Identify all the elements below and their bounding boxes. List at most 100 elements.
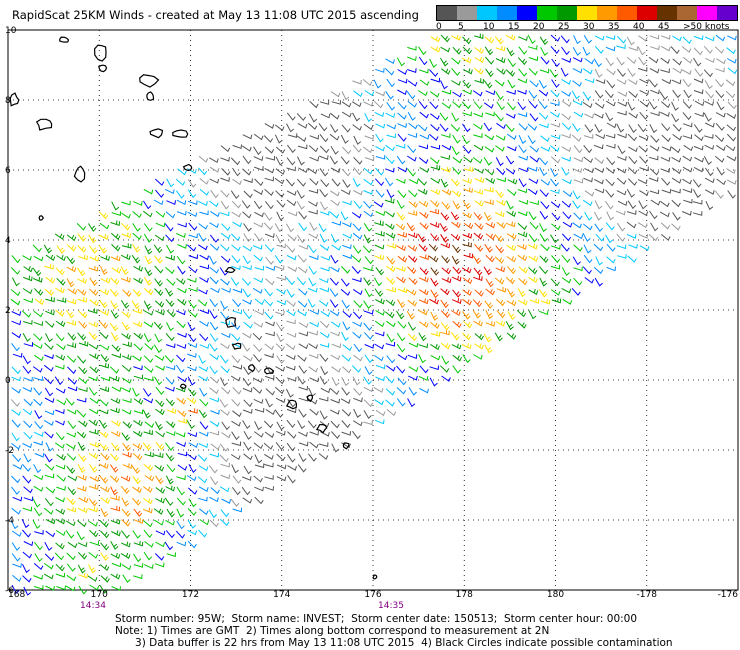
wind-barb	[286, 354, 296, 361]
wind-barb	[66, 497, 76, 506]
wind-barb	[199, 264, 210, 270]
wind-barb	[111, 562, 122, 568]
wind-barb	[78, 585, 87, 595]
wind-barb	[199, 210, 209, 216]
wind-barb	[298, 266, 308, 274]
wind-barb	[264, 176, 274, 182]
wind-barb	[661, 188, 672, 194]
wind-barb	[66, 409, 77, 415]
wind-barb	[627, 101, 636, 111]
wind-barb	[727, 67, 738, 75]
wind-barb	[496, 68, 506, 75]
wind-barb	[11, 409, 21, 416]
wind-barb	[485, 56, 495, 65]
wind-barb	[528, 234, 538, 243]
wind-barb	[34, 541, 43, 551]
wind-barb	[198, 289, 208, 295]
wind-barb	[505, 69, 516, 77]
wind-barb	[297, 420, 306, 430]
wind-barb	[650, 222, 659, 232]
wind-barb	[408, 122, 418, 130]
wind-barb	[122, 442, 131, 452]
wind-barb	[352, 177, 361, 188]
wind-barb	[177, 287, 187, 294]
wind-barb	[582, 46, 591, 56]
wind-barb	[165, 332, 175, 342]
legend-swatch	[437, 6, 457, 20]
wind-barb	[452, 101, 462, 109]
wind-barb	[440, 46, 450, 53]
wind-barb	[241, 200, 251, 209]
wind-barb	[363, 200, 373, 209]
wind-barb	[682, 210, 692, 216]
wind-barb	[692, 189, 702, 199]
legend-label: 15	[508, 22, 520, 32]
wind-barb	[199, 277, 209, 283]
island-outline	[172, 129, 189, 138]
wind-barb	[561, 200, 572, 208]
wind-barb	[517, 299, 528, 306]
wind-barb	[396, 57, 406, 67]
wind-barb	[363, 399, 374, 407]
wind-barb	[88, 234, 97, 244]
wind-barb	[209, 333, 219, 342]
wind-barb	[132, 355, 142, 362]
wind-barb	[77, 453, 87, 463]
wind-barb	[144, 267, 153, 277]
wind-barb	[331, 366, 341, 373]
wind-barb	[342, 344, 353, 352]
wind-barb	[100, 376, 111, 382]
wind-barb	[417, 90, 428, 97]
wind-barb	[308, 233, 319, 239]
wind-barb	[198, 155, 209, 163]
wind-barb	[319, 244, 330, 251]
wind-barb	[594, 68, 603, 78]
wind-barb	[133, 201, 143, 206]
note-line-1: Note: 1) Times are GMT 2) Times along bo…	[115, 625, 550, 637]
wind-barb	[275, 168, 286, 175]
wind-barb	[199, 387, 208, 397]
wind-barb	[661, 78, 672, 85]
wind-barb	[628, 167, 638, 175]
wind-barb	[682, 101, 693, 109]
wind-barb	[495, 320, 506, 327]
wind-barb	[231, 255, 241, 264]
wind-barb	[89, 353, 99, 360]
wind-barb	[242, 409, 253, 414]
wind-barb	[474, 33, 484, 39]
wind-barb	[472, 157, 483, 164]
wind-barb	[221, 287, 231, 293]
island-outline	[35, 118, 53, 131]
wind-barb	[683, 198, 693, 204]
wind-barb	[188, 300, 197, 309]
wind-barb	[396, 343, 406, 353]
wind-barb	[430, 343, 440, 351]
wind-barb	[340, 398, 351, 404]
wind-barb	[242, 387, 253, 393]
wind-barb	[264, 462, 274, 468]
wind-barb	[286, 157, 296, 166]
wind-barb	[374, 288, 384, 297]
wind-barb	[198, 366, 209, 372]
wind-barb	[55, 542, 65, 550]
wind-barb	[461, 267, 472, 274]
wind-barb	[650, 111, 660, 117]
wind-barb	[88, 265, 99, 272]
wind-barb	[659, 91, 669, 101]
wind-barb	[285, 343, 296, 351]
wind-barb	[197, 476, 208, 484]
wind-barb	[441, 102, 452, 109]
wind-barb	[55, 320, 66, 327]
wind-barb	[628, 79, 638, 85]
wind-barb	[99, 564, 110, 571]
wind-barb	[44, 562, 54, 570]
wind-barb	[243, 223, 252, 232]
wind-barb	[704, 122, 715, 128]
wind-barb	[353, 408, 362, 418]
legend-label: 40	[633, 22, 645, 32]
wind-barb	[496, 167, 506, 176]
wind-barb	[177, 410, 187, 418]
wind-barb	[397, 78, 408, 84]
wind-barb	[110, 573, 121, 580]
wind-barb	[672, 35, 682, 42]
